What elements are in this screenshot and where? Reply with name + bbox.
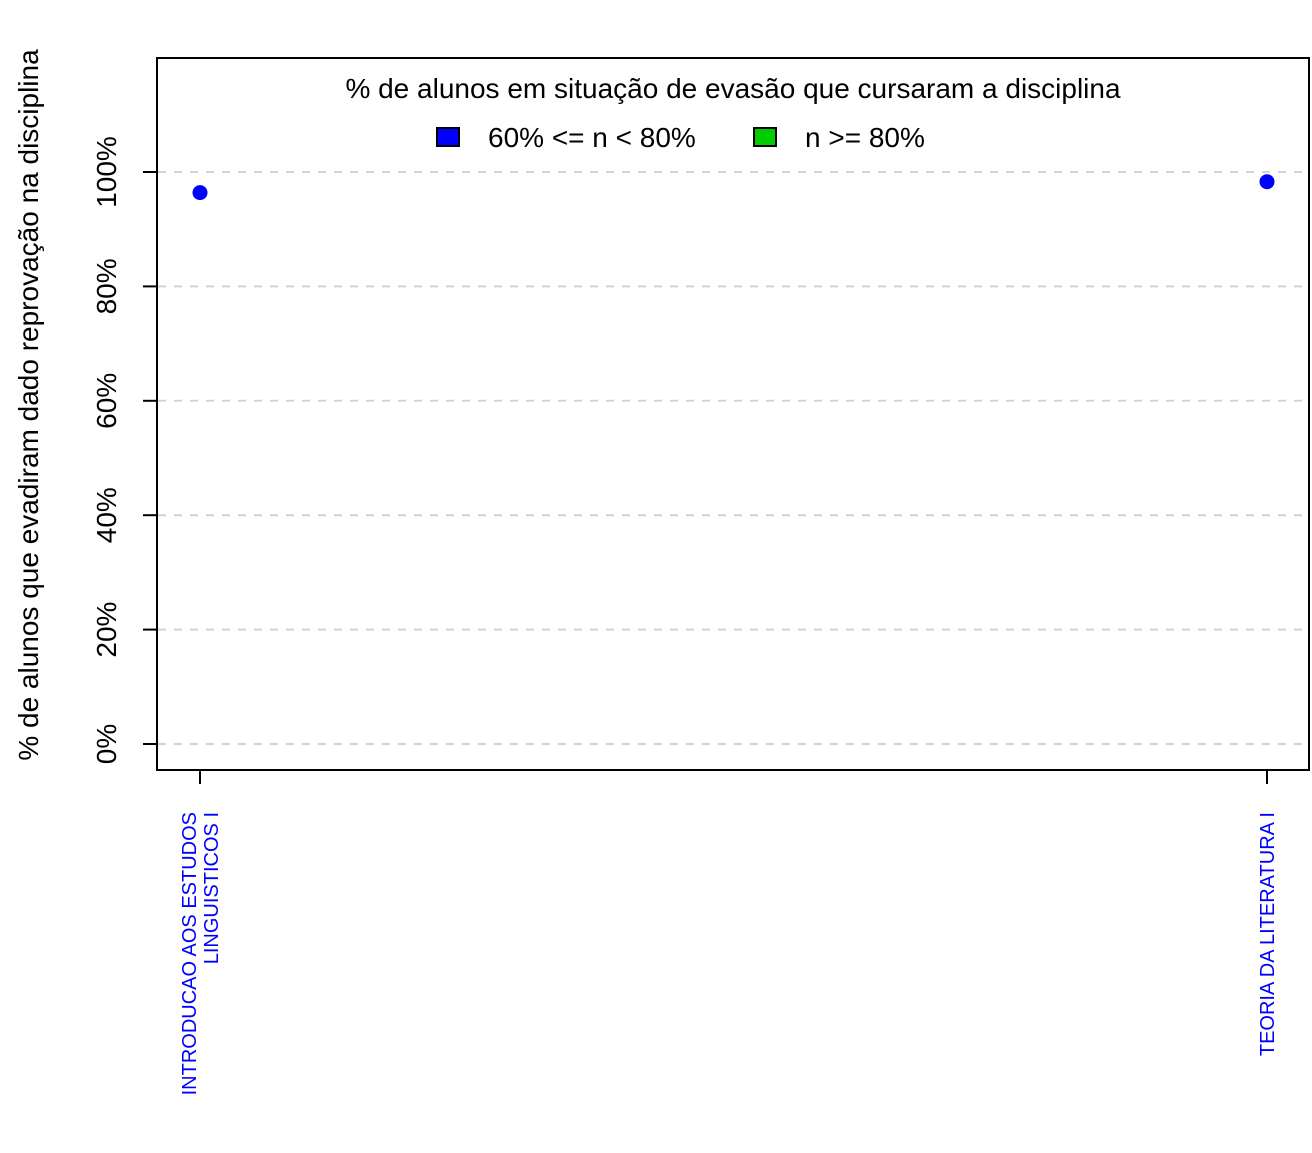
x-axis: INTRODUCAO AOS ESTUDOSLINGUISTICOS I TEOR… xyxy=(179,770,1279,1095)
x-tick-label: INTRODUCAO AOS ESTUDOSLINGUISTICOS I xyxy=(179,812,223,1095)
y-tick-label: 60% xyxy=(91,373,122,429)
y-tick-label: 20% xyxy=(91,602,122,658)
legend: % de alunos em situação de evasão que cu… xyxy=(345,73,1121,153)
y-axis-label: % de alunos que evadiram dado reprovação… xyxy=(13,49,44,761)
plot-frame xyxy=(156,57,1310,771)
x-tick-label-line: INTRODUCAO AOS ESTUDOS xyxy=(179,812,201,1095)
legend-title: % de alunos em situação de evasão que cu… xyxy=(345,73,1121,104)
y-tick-label: 40% xyxy=(91,487,122,543)
legend-swatch xyxy=(753,127,777,147)
grid-lines xyxy=(158,171,1308,745)
x-tick-label-line: LINGUISTICOS I xyxy=(201,812,223,964)
x-tick-label-line: TEORIA DA LITERATURA I xyxy=(1257,812,1279,1056)
legend-swatch xyxy=(436,127,460,147)
data-point xyxy=(192,185,208,201)
x-tick-label: TEORIA DA LITERATURA I xyxy=(1257,812,1279,1056)
y-tick-label: 80% xyxy=(91,258,122,314)
data-point xyxy=(1259,174,1275,190)
y-tick-label: 100% xyxy=(91,136,122,208)
legend-label: n >= 80% xyxy=(805,122,925,153)
y-tick-label: 0% xyxy=(91,724,122,764)
y-axis: 0% 20% 40% 60% 80% 100% xyxy=(91,136,157,764)
legend-label: 60% <= n < 80% xyxy=(488,122,696,153)
data-points xyxy=(192,174,1275,201)
